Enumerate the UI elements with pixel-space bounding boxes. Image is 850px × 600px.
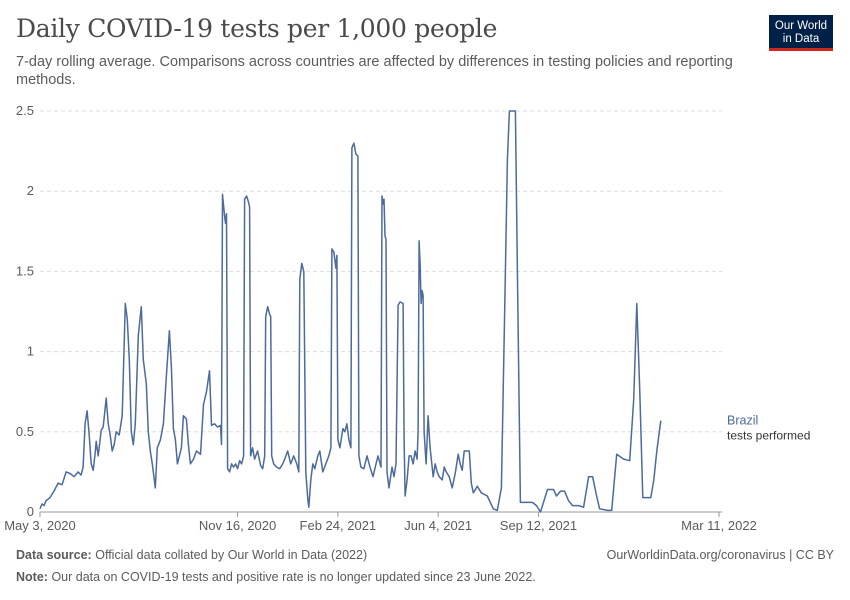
- x-tick-label: Mar 11, 2022: [681, 518, 757, 533]
- note-line: Note: Our data on COVID-19 tests and pos…: [16, 570, 536, 584]
- y-tick-label: 0: [27, 504, 34, 519]
- chart-subtitle: 7-day rolling average. Comparisons acros…: [16, 54, 733, 88]
- source-text: Official data collated by Our World in D…: [95, 548, 368, 562]
- chart-title: Daily COVID-19 tests per 1,000 people: [16, 14, 498, 43]
- owid-logo[interactable]: Our World in Data: [769, 15, 833, 51]
- grid-layer: [40, 110, 722, 433]
- series-label-sub: tests performed: [727, 429, 810, 443]
- x-tick-label: May 3, 2020: [4, 518, 76, 533]
- note-label: Note:: [16, 570, 48, 584]
- series-label-name[interactable]: Brazil: [727, 414, 758, 428]
- y-tick-label: 2: [27, 183, 34, 198]
- source-line: Data source: Official data collated by O…: [16, 548, 367, 562]
- y-tick-label: 1: [27, 344, 34, 359]
- y-tick-label: 1.5: [16, 263, 34, 278]
- x-tick-label: Sep 12, 2021: [500, 518, 577, 533]
- logo-line-2: in Data: [782, 33, 820, 45]
- y-tick-label: 0.5: [16, 424, 34, 439]
- x-tick-label: Jun 4, 2021: [404, 518, 472, 533]
- y-axis: 0 0.5 1 1.5 2 2.5: [16, 103, 34, 519]
- logo-line-1: Our World: [774, 20, 828, 32]
- x-axis: May 3, 2020 Nov 16, 2020 Feb 24, 2021 Jun 4…: [4, 511, 757, 533]
- series-line-brazil[interactable]: [39, 110, 662, 513]
- y-tick-label: 2.5: [16, 103, 34, 118]
- source-url[interactable]: OurWorldinData.org/coronavirus | CC BY: [606, 548, 834, 562]
- note-text: Our data on COVID-19 tests and positive …: [51, 570, 536, 584]
- x-tick-label: Feb 24, 2021: [300, 518, 377, 533]
- source-label: Data source:: [16, 548, 92, 562]
- series-layer: [39, 110, 662, 513]
- x-tick-label: Nov 16, 2020: [199, 518, 276, 533]
